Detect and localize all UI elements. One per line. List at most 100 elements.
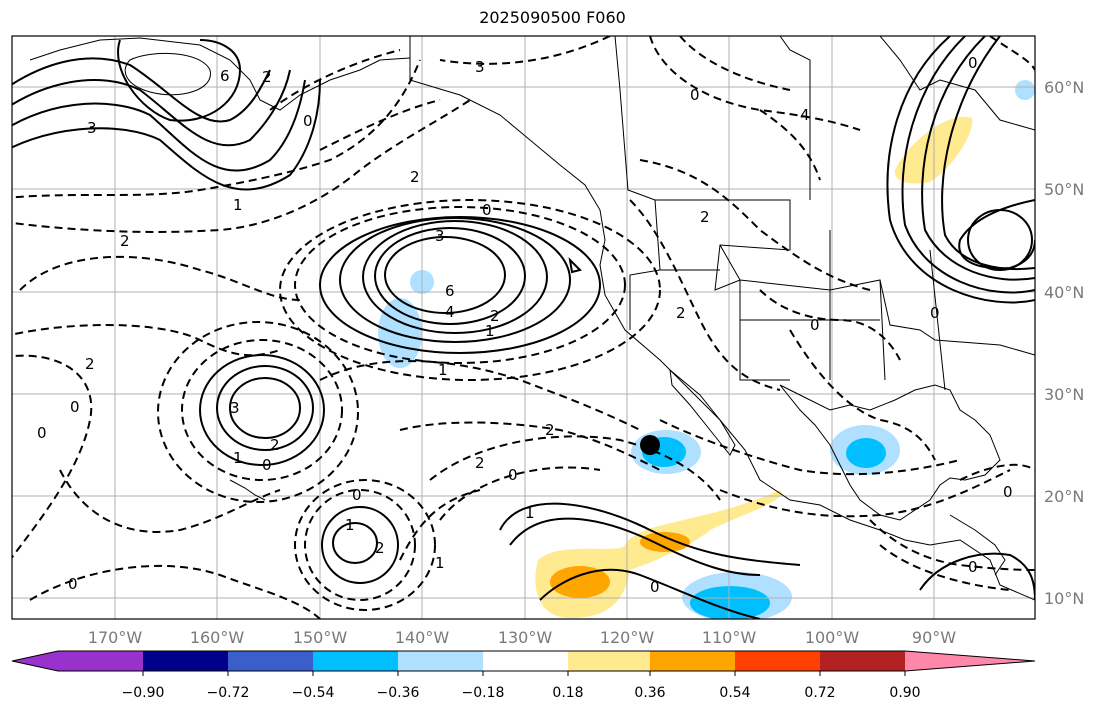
contour-label: 0: [70, 398, 80, 416]
contour-label: 1: [345, 516, 355, 534]
chart-title: 2025090500 F060: [479, 8, 626, 27]
us-canada-borders: [614, 36, 1035, 356]
contour-line: [901, 36, 1035, 294]
colorbar-tick: 0.72: [804, 685, 835, 701]
colorbar-swatch: [143, 651, 228, 671]
contour-label: 4: [445, 303, 455, 321]
contour-label: 1: [435, 554, 445, 572]
colorbar-swatch: [735, 651, 820, 671]
colorbar-swatch: [483, 651, 568, 671]
contour-line: [29, 564, 321, 619]
contour-line: [229, 377, 301, 439]
contour-label: 0: [968, 558, 978, 576]
contour-line: [294, 206, 626, 364]
colorbar-extend-min: [12, 651, 58, 671]
contour-label: 2: [262, 68, 272, 86]
location-marker-dot: [640, 435, 660, 455]
contour-label: 1: [438, 361, 448, 379]
contour-line: [629, 199, 781, 391]
contour-label: 1: [525, 504, 535, 522]
contour-label: 0: [690, 86, 700, 104]
longitude-labels: 170°W 160°W 150°W 140°W 130°W 120°W 110°…: [88, 628, 956, 647]
contour-line: [659, 419, 961, 476]
contour-line: [374, 227, 526, 325]
colorbar-swatch: [228, 651, 313, 671]
latitude-labels: 60°N 50°N 40°N 30°N 20°N 10°N: [1044, 78, 1084, 608]
colorbar-swatch: [650, 651, 735, 671]
gulf-of-mexico-coast: [779, 384, 1001, 521]
contour-line: [959, 463, 1035, 481]
contour-label: 0: [68, 575, 78, 593]
contour-label: 3: [435, 227, 445, 245]
contour-line: [117, 39, 242, 122]
contour-line: [59, 469, 281, 533]
lon-label: 140°W: [395, 628, 450, 647]
contour-label: 1: [233, 449, 243, 467]
contour-line: [719, 469, 1011, 518]
contour-label: 2: [475, 454, 485, 472]
contour-line: [216, 365, 314, 451]
contour-label: 2: [375, 539, 385, 557]
contour-line: [362, 220, 548, 334]
contour-label: 0: [1003, 483, 1013, 501]
contour-line: [19, 255, 301, 301]
contour-line: [989, 36, 1035, 71]
contour-labels: 3 2 1 0 2 3 6 4 1 2 1 0 2 2 3 2 1 0 1 0 …: [37, 54, 1013, 596]
contour-label: 2: [490, 307, 500, 325]
lat-label: 30°N: [1044, 385, 1084, 404]
contour-label: 0: [508, 466, 518, 484]
shade-neg-light: [1015, 80, 1035, 100]
contour-label: 6: [445, 282, 455, 300]
contour-line: [429, 435, 721, 501]
contour-line: [921, 36, 1035, 281]
lat-label: 50°N: [1044, 180, 1084, 199]
contour-line: [384, 236, 506, 314]
contour-line: [439, 466, 601, 521]
contour-line: [319, 360, 641, 431]
graticule: [12, 36, 1035, 619]
contour-line: [919, 552, 1035, 601]
contour-line: [319, 216, 601, 354]
contour-label: 2: [700, 208, 710, 226]
contour-line: [321, 506, 399, 584]
colorbar-tick: 0.54: [719, 685, 750, 701]
contour-label: 0: [262, 456, 272, 474]
contour-line: [568, 257, 582, 274]
contour-line: [157, 321, 359, 503]
contour-line: [294, 479, 436, 611]
colorbar-swatch: [568, 651, 650, 671]
colorbar-tick: 0.36: [634, 685, 665, 701]
lon-label: 120°W: [600, 628, 655, 647]
contour-line: [499, 502, 801, 566]
contour-label: 2: [545, 421, 555, 439]
contours-negative: [12, 36, 1035, 619]
lat-label: 60°N: [1044, 78, 1084, 97]
colorbar-swatch: [313, 651, 398, 671]
contour-line: [879, 544, 1011, 591]
contour-line: [269, 49, 401, 111]
lat-label: 20°N: [1044, 487, 1084, 506]
colorbar-tick: 0.90: [889, 685, 920, 701]
shade-pos-mid: [550, 566, 610, 598]
contour-line: [509, 517, 761, 576]
colorbar-tick: −0.18: [462, 685, 505, 701]
contour-label: 0: [810, 316, 820, 334]
contour-line: [539, 568, 761, 619]
lon-label: 150°W: [293, 628, 348, 647]
map-background: [12, 36, 1035, 619]
colorbar-extend-max: [905, 651, 1035, 671]
colorbar-tick: −0.36: [377, 685, 420, 701]
colorbar-tick: −0.54: [292, 685, 335, 701]
contour-label: 4: [800, 106, 810, 124]
lon-label: 90°W: [912, 628, 956, 647]
lon-label: 110°W: [702, 628, 757, 647]
canada-province-border: [779, 36, 811, 200]
lon-label: 100°W: [805, 628, 860, 647]
lon-label: 130°W: [498, 628, 553, 647]
colorbar-tick: 0.18: [552, 685, 583, 701]
lon-label: 160°W: [190, 628, 245, 647]
contour-label: 0: [650, 578, 660, 596]
lat-label: 40°N: [1044, 283, 1084, 302]
colorbar-swatch: [820, 651, 905, 671]
